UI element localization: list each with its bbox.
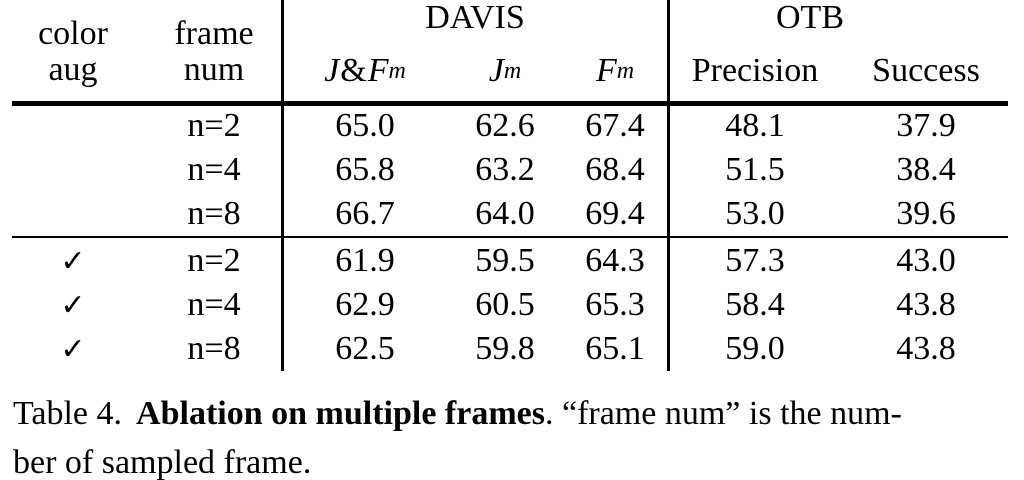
cell-success: 43.8 (896, 330, 956, 367)
cell-f: 68.4 (585, 151, 645, 188)
cell-precision: 58.4 (725, 286, 785, 323)
cell-j: 62.6 (475, 107, 535, 144)
cell-success: 43.0 (896, 242, 956, 279)
table-row: ✓ n=2 61.9 59.5 64.3 57.3 43.0 (0, 239, 1010, 283)
header-rule (12, 101, 1008, 106)
cell-frame-num: n=4 (187, 286, 241, 323)
table-row: n=8 66.7 64.0 69.4 53.0 39.6 (0, 192, 1010, 236)
cell-j: 64.0 (475, 195, 535, 232)
header-color-aug-line1: color (38, 15, 108, 52)
math-f-symbol: F (595, 52, 617, 89)
caption-bold-title: Ablation on multiple frames (136, 395, 545, 432)
cell-jf: 62.9 (335, 286, 395, 323)
vertical-rule-right (667, 0, 670, 371)
header-precision: Precision (691, 52, 819, 89)
math-j-symbol: J (488, 52, 504, 89)
cell-success: 38.4 (896, 151, 956, 188)
cell-f: 65.1 (585, 330, 645, 367)
cell-precision: 48.1 (725, 107, 785, 144)
cell-frame-num: n=2 (187, 242, 241, 279)
header-success: Success (872, 52, 980, 89)
cell-jf: 66.7 (335, 195, 395, 232)
cell-frame-num: n=2 (187, 107, 241, 144)
math-f-symbol: F (367, 52, 389, 89)
cell-j: 59.5 (475, 242, 535, 279)
cell-f: 67.4 (585, 107, 645, 144)
cell-f: 65.3 (585, 286, 645, 323)
caption-text: . “frame num” is the num- (544, 395, 902, 432)
table-row: n=4 65.8 63.2 68.4 51.5 38.4 (0, 148, 1010, 192)
cell-precision: 51.5 (725, 151, 785, 188)
caption-line-1: Table 4. Ablation on multiple frames. “fr… (13, 389, 1005, 438)
vertical-rule-left (281, 0, 284, 371)
caption-line-2: ber of sampled frame. (13, 444, 312, 480)
table-row: n=2 65.0 62.6 67.4 48.1 37.9 (0, 104, 1010, 148)
header-group-otb: OTB (776, 0, 844, 36)
header-frame-num-line2: num (183, 51, 245, 88)
cell-precision: 57.3 (725, 242, 785, 279)
cell-f: 64.3 (585, 242, 645, 279)
cell-success: 43.8 (896, 286, 956, 323)
table-caption: Table 4. Ablation on multiple frames. “fr… (13, 389, 1005, 480)
cell-jf: 61.9 (335, 242, 395, 279)
caption-table-number: Table 4. (13, 395, 123, 432)
cell-jf: 62.5 (335, 330, 395, 367)
cell-frame-num: n=8 (187, 330, 241, 367)
math-j-symbol: J (324, 52, 340, 89)
cell-precision: 59.0 (725, 330, 785, 367)
ampersand: & (340, 52, 367, 89)
table-row: ✓ n=8 62.5 59.8 65.1 59.0 43.8 (0, 327, 1010, 371)
header-frame-num-line1: frame (174, 15, 254, 52)
checkmark-icon: ✓ (60, 331, 86, 367)
cell-success: 39.6 (896, 195, 956, 232)
cell-j: 59.8 (475, 330, 535, 367)
checkmark-icon: ✓ (60, 287, 86, 323)
cell-precision: 53.0 (725, 195, 785, 232)
header-group-davis: DAVIS (425, 0, 525, 36)
cell-f: 69.4 (585, 195, 645, 232)
cell-jf: 65.0 (335, 107, 395, 144)
header-color-aug: color aug (0, 0, 146, 104)
header-color-aug-line2: aug (48, 51, 98, 88)
cell-jf: 65.8 (335, 151, 395, 188)
cell-j: 63.2 (475, 151, 535, 188)
cell-frame-num: n=4 (187, 151, 241, 188)
group-divider-rule (12, 236, 1008, 238)
table-row: ✓ n=4 62.9 60.5 65.3 58.4 43.8 (0, 283, 1010, 327)
cell-j: 60.5 (475, 286, 535, 323)
header-frame-num: frame num (146, 0, 282, 104)
checkmark-icon: ✓ (60, 243, 86, 279)
cell-success: 37.9 (896, 107, 956, 144)
cell-frame-num: n=8 (187, 195, 241, 232)
